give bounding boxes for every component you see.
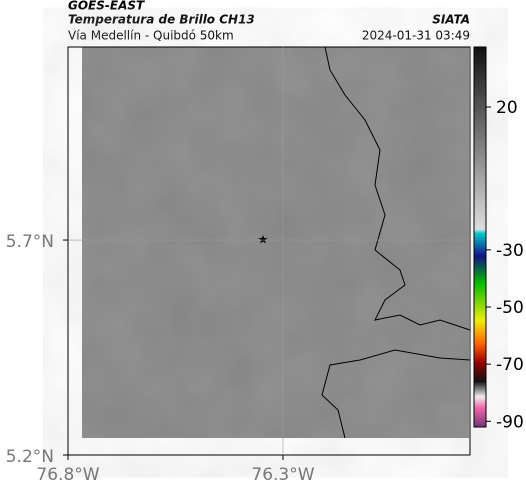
x-tick-label: 76.8°W: [36, 465, 99, 485]
y-tick-label: 5.7°N: [6, 232, 54, 252]
colorbar-tick-label: -30: [496, 241, 524, 261]
colorbar-tick-label: -50: [496, 298, 524, 318]
colorbar-tick-label: -90: [496, 412, 524, 432]
cloud-texture: [82, 47, 469, 438]
map-frame: [67, 46, 471, 456]
x-tick-label: 76.3°W: [251, 465, 314, 485]
y-tick-label: 5.2°N: [6, 447, 54, 467]
map: ★: [67, 46, 471, 456]
title: Temperatura de Brillo CH13: [68, 13, 255, 27]
brand: SIATA: [432, 13, 470, 27]
route: Vía Medellín - Quibdó 50km: [68, 29, 234, 43]
colorbar-tick-label: 20: [496, 98, 518, 118]
border-line: [321, 46, 471, 439]
timestamp: 2024-01-31 03:49: [362, 29, 470, 43]
location-star: ★: [258, 233, 269, 247]
colorbar-tick-label: -70: [496, 355, 524, 375]
colorbar: [473, 46, 487, 428]
source: GOES-EAST: [68, 0, 145, 13]
